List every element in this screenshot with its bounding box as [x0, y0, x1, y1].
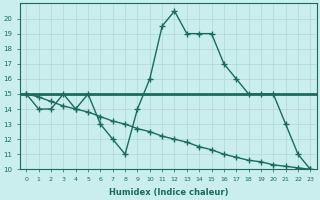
X-axis label: Humidex (Indice chaleur): Humidex (Indice chaleur) — [108, 188, 228, 197]
